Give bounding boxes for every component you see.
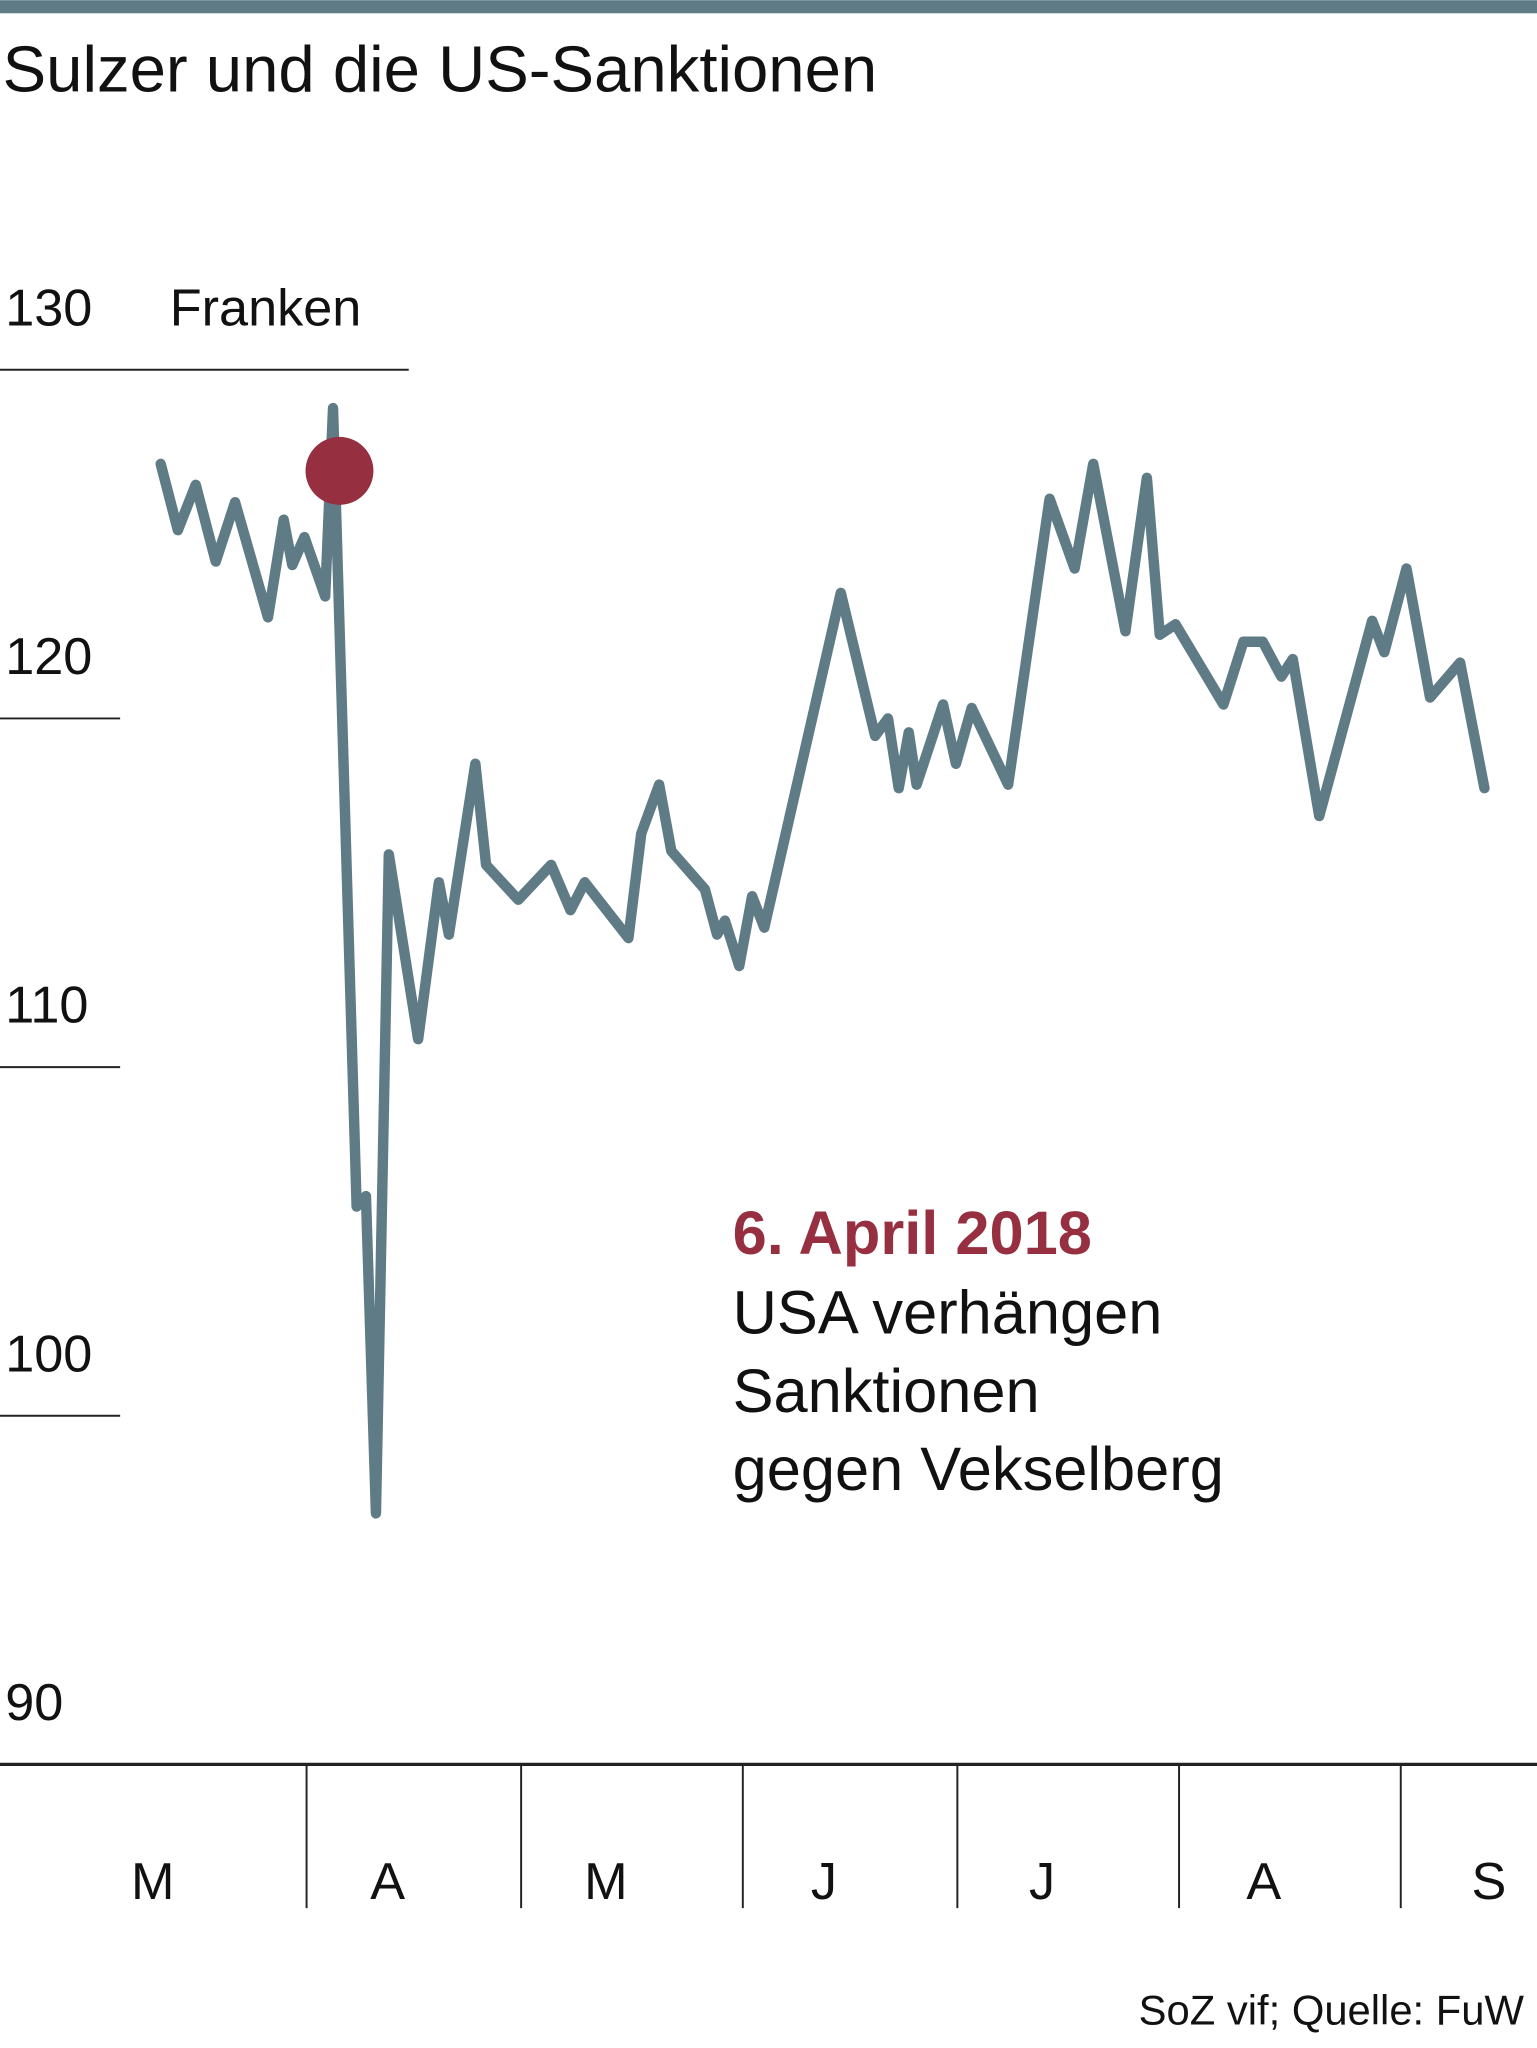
x-tick-label: M [584,1853,628,1911]
x-tick-label: A [370,1853,405,1911]
x-tick-label: S [1471,1853,1506,1911]
x-tick-label: A [1246,1853,1281,1911]
source-note: SoZ vif; Quelle: FuW [1139,1986,1525,2033]
top-accent-bar [0,0,1537,14]
y-tick-label: 90 [5,1674,63,1732]
annotation-line-1: USA verhängen [733,1278,1163,1347]
y-tick-label: 100 [5,1325,92,1383]
data-points [160,407,1485,1514]
chart-title: Sulzer und die US-Sanktionen [3,33,878,106]
y-tick-label: 120 [5,628,92,686]
x-tick-label: J [811,1853,837,1911]
series-line-sulzer [155,402,1490,1519]
annotation-line-2: Sanktionen [733,1357,1040,1426]
y-axis: 130 120 110 100 90 [0,279,409,1732]
annotation-line-3: gegen Vekselberg [733,1435,1224,1504]
highlight-marker [305,436,374,505]
x-tick-label: M [131,1853,175,1911]
y-tick-label: 130 [5,279,92,337]
y-tick-label: 110 [5,977,88,1035]
x-tick-label: J [1029,1853,1055,1911]
annotation-date: 6. April 2018 [733,1199,1092,1268]
unit-label: Franken [170,279,362,337]
